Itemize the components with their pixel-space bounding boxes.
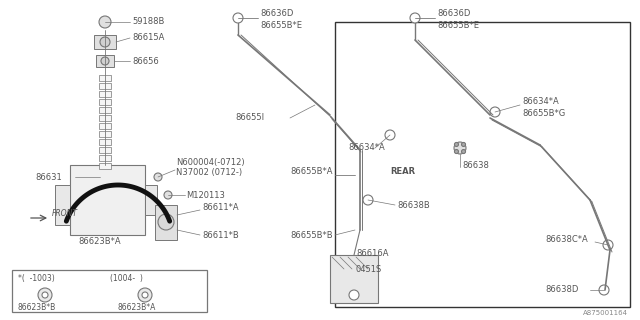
- Text: 86638: 86638: [462, 161, 489, 170]
- Circle shape: [38, 288, 52, 302]
- Text: 86638C*A: 86638C*A: [545, 236, 588, 244]
- Bar: [99, 139, 111, 145]
- Bar: [12, 270, 207, 312]
- Text: 86638B: 86638B: [397, 201, 429, 210]
- Bar: [99, 131, 111, 137]
- Bar: [99, 147, 111, 153]
- Circle shape: [603, 240, 613, 250]
- Bar: [99, 123, 111, 129]
- Text: 86655B*E: 86655B*E: [437, 21, 479, 30]
- Bar: [155, 205, 177, 240]
- Text: 86636D: 86636D: [437, 10, 470, 19]
- Circle shape: [461, 149, 465, 154]
- Circle shape: [490, 107, 500, 117]
- Bar: [99, 91, 111, 97]
- Circle shape: [99, 16, 111, 28]
- Circle shape: [454, 149, 458, 154]
- Text: 86623B*B: 86623B*B: [18, 302, 56, 311]
- Text: 86623B*A: 86623B*A: [78, 237, 120, 246]
- Circle shape: [461, 142, 465, 147]
- Text: 86634*A: 86634*A: [348, 143, 385, 153]
- Circle shape: [101, 57, 109, 65]
- Circle shape: [599, 285, 609, 295]
- Text: 86636D: 86636D: [260, 10, 293, 19]
- Text: A875001164: A875001164: [583, 310, 628, 316]
- Circle shape: [100, 37, 110, 47]
- Bar: [99, 155, 111, 161]
- Text: 86616A: 86616A: [356, 249, 388, 258]
- Text: 59188B: 59188B: [132, 18, 164, 27]
- Text: 86611*A: 86611*A: [202, 203, 239, 212]
- Bar: [99, 99, 111, 105]
- Text: 86615A: 86615A: [132, 34, 164, 43]
- Text: (1004-  ): (1004- ): [110, 275, 143, 284]
- Text: 86623B*A: 86623B*A: [118, 302, 156, 311]
- Bar: [55, 185, 70, 225]
- Text: REAR: REAR: [390, 167, 415, 177]
- Circle shape: [454, 142, 466, 154]
- Text: N600004(-0712): N600004(-0712): [176, 158, 244, 167]
- Text: 86656: 86656: [132, 57, 159, 66]
- Bar: [70, 165, 145, 235]
- Text: 86634*A: 86634*A: [522, 97, 559, 106]
- Bar: [335, 22, 630, 307]
- Circle shape: [410, 13, 420, 23]
- Circle shape: [164, 191, 172, 199]
- Circle shape: [42, 292, 48, 298]
- Bar: [96, 55, 114, 67]
- Circle shape: [363, 195, 373, 205]
- Text: 86611*B: 86611*B: [202, 230, 239, 239]
- Circle shape: [233, 13, 243, 23]
- Bar: [99, 115, 111, 121]
- Text: 86655B*B: 86655B*B: [290, 230, 333, 239]
- Text: N37002 (0712-): N37002 (0712-): [176, 169, 242, 178]
- Bar: [94, 35, 116, 49]
- Text: FRONT: FRONT: [52, 209, 78, 218]
- Bar: [99, 163, 111, 169]
- Text: 86655I: 86655I: [236, 114, 265, 123]
- Text: 86638D: 86638D: [545, 285, 579, 294]
- Text: M120113: M120113: [186, 190, 225, 199]
- Bar: [99, 107, 111, 113]
- Circle shape: [349, 290, 359, 300]
- Text: 0451S: 0451S: [356, 266, 382, 275]
- Circle shape: [385, 130, 395, 140]
- Circle shape: [142, 292, 148, 298]
- Text: 86655B*E: 86655B*E: [260, 21, 302, 30]
- Circle shape: [154, 173, 162, 181]
- Bar: [99, 75, 111, 81]
- Bar: [145, 185, 157, 215]
- Text: 86655B*G: 86655B*G: [522, 108, 565, 117]
- Text: 86631: 86631: [35, 172, 62, 181]
- Circle shape: [138, 288, 152, 302]
- Circle shape: [454, 142, 458, 147]
- Text: *(  -1003): *( -1003): [18, 275, 55, 284]
- Text: 86655B*A: 86655B*A: [290, 167, 333, 177]
- Circle shape: [158, 214, 174, 230]
- Bar: [99, 83, 111, 89]
- Bar: [330, 255, 378, 303]
